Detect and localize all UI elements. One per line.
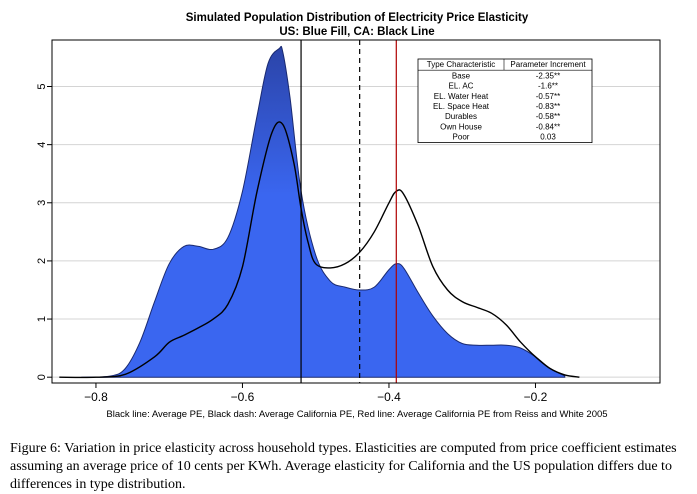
table-cell: Base — [452, 71, 471, 80]
table-cell: -2.35** — [536, 71, 560, 80]
density-chart: Simulated Population Distribution of Ele… — [36, 12, 661, 420]
x-tick-label: −0.2 — [524, 390, 548, 404]
table-cell: EL. AC — [449, 82, 474, 91]
table-cell: Durables — [445, 112, 477, 121]
table-cell: EL. Water Heat — [434, 92, 489, 101]
y-tick-label: 0 — [36, 374, 48, 380]
ca-density-line — [59, 121, 580, 379]
chart-title: Simulated Population Distribution of Ele… — [186, 12, 529, 24]
table-cell: Poor — [453, 133, 470, 142]
table-cell: -0.84** — [536, 122, 560, 131]
x-tick-label: −0.6 — [231, 390, 255, 404]
y-tick-label: 1 — [36, 316, 48, 322]
table-header: Type Characteristic — [427, 60, 495, 69]
us-density-fill — [81, 45, 566, 378]
table-cell: Own House — [440, 122, 482, 131]
y-tick-label: 4 — [36, 142, 48, 148]
x-tick-label: −0.4 — [377, 390, 401, 404]
table-cell: 0.03 — [540, 133, 556, 142]
table-header: Parameter Increment — [510, 60, 586, 69]
y-tick-label: 2 — [36, 258, 48, 264]
x-tick-label: −0.8 — [84, 390, 108, 404]
y-tick-label: 5 — [36, 83, 48, 89]
y-tick-label: 3 — [36, 200, 48, 206]
footnote: Black line: Average PE, Black dash: Aver… — [106, 409, 607, 420]
chart-subtitle: US: Blue Fill, CA: Black Line — [279, 26, 434, 38]
figure-caption: Figure 6: Variation in price elasticity … — [10, 441, 677, 492]
table-cell: -0.57** — [536, 92, 560, 101]
table-cell: -0.58** — [536, 112, 560, 121]
table-cell: -1.6** — [538, 82, 558, 91]
inset-table: Type Characteristic Parameter Increment Ba… — [417, 58, 593, 143]
plot-frame — [51, 39, 661, 384]
table-cell: EL. Space Heat — [433, 102, 490, 111]
table-cell: -0.83** — [536, 102, 560, 111]
